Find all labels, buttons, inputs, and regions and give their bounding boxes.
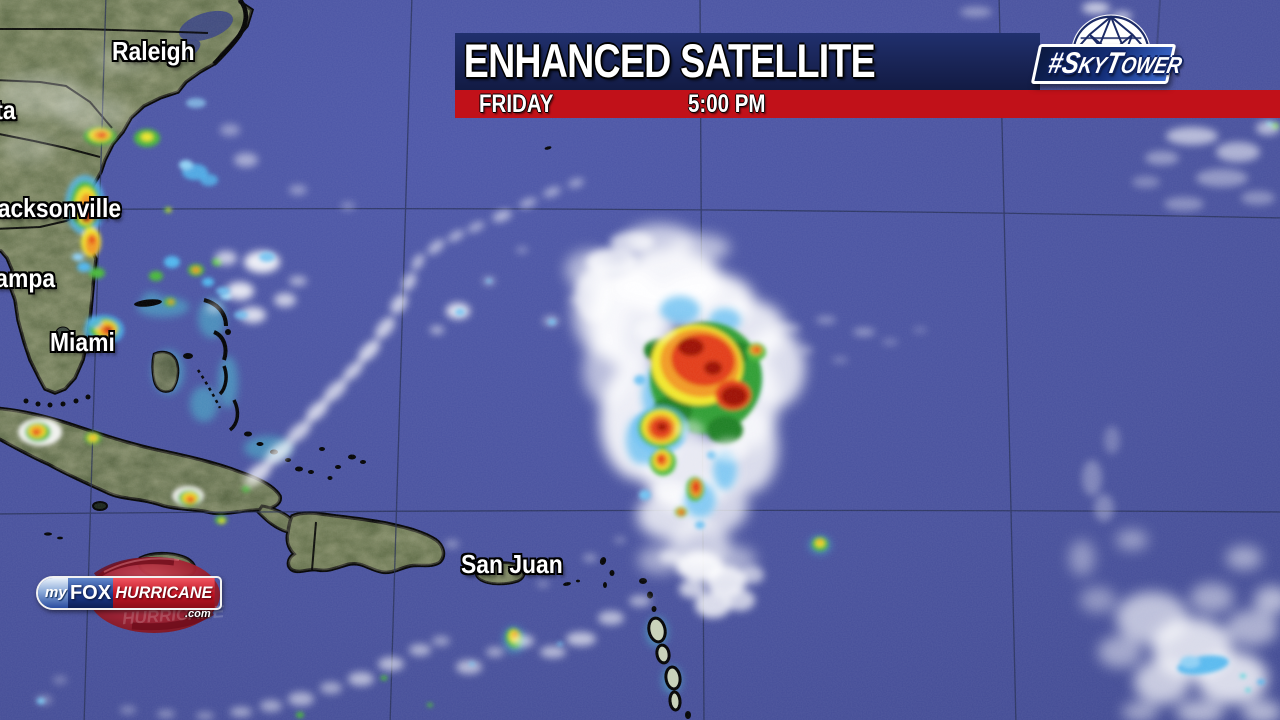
city-label-san-juan: San Juan	[461, 549, 563, 579]
myfox-bar: my FOX HURRICANE	[36, 576, 222, 610]
my-segment: my	[38, 578, 68, 608]
city-label-jacksonville: Jacksonville	[0, 193, 122, 223]
skytower-part4: OWER	[1118, 52, 1185, 78]
city-label-tampa: Tampa	[0, 263, 56, 293]
fox-segment: FOX	[68, 578, 113, 608]
city-label-atlanta: Atlanta	[0, 95, 16, 125]
timestamp-bar: FRIDAY 5:00 PM	[455, 90, 1280, 118]
city-label-raleigh: Raleigh	[112, 36, 195, 66]
skytower-wordmark-box: #SKYTOWER	[1030, 44, 1184, 86]
dot-com-label: .com	[185, 608, 211, 620]
page-title: ENHANCED SATELLITE	[463, 34, 876, 87]
city-label-miami: Miami	[50, 327, 115, 357]
hurricane-segment: HURRICANE	[113, 578, 215, 608]
time-label: 5:00 PM	[688, 90, 766, 118]
skytower-wordmark: #SKYTOWER	[1044, 47, 1184, 86]
day-label: FRIDAY	[479, 90, 554, 118]
header-banner: ENHANCED SATELLITE	[455, 33, 1040, 90]
